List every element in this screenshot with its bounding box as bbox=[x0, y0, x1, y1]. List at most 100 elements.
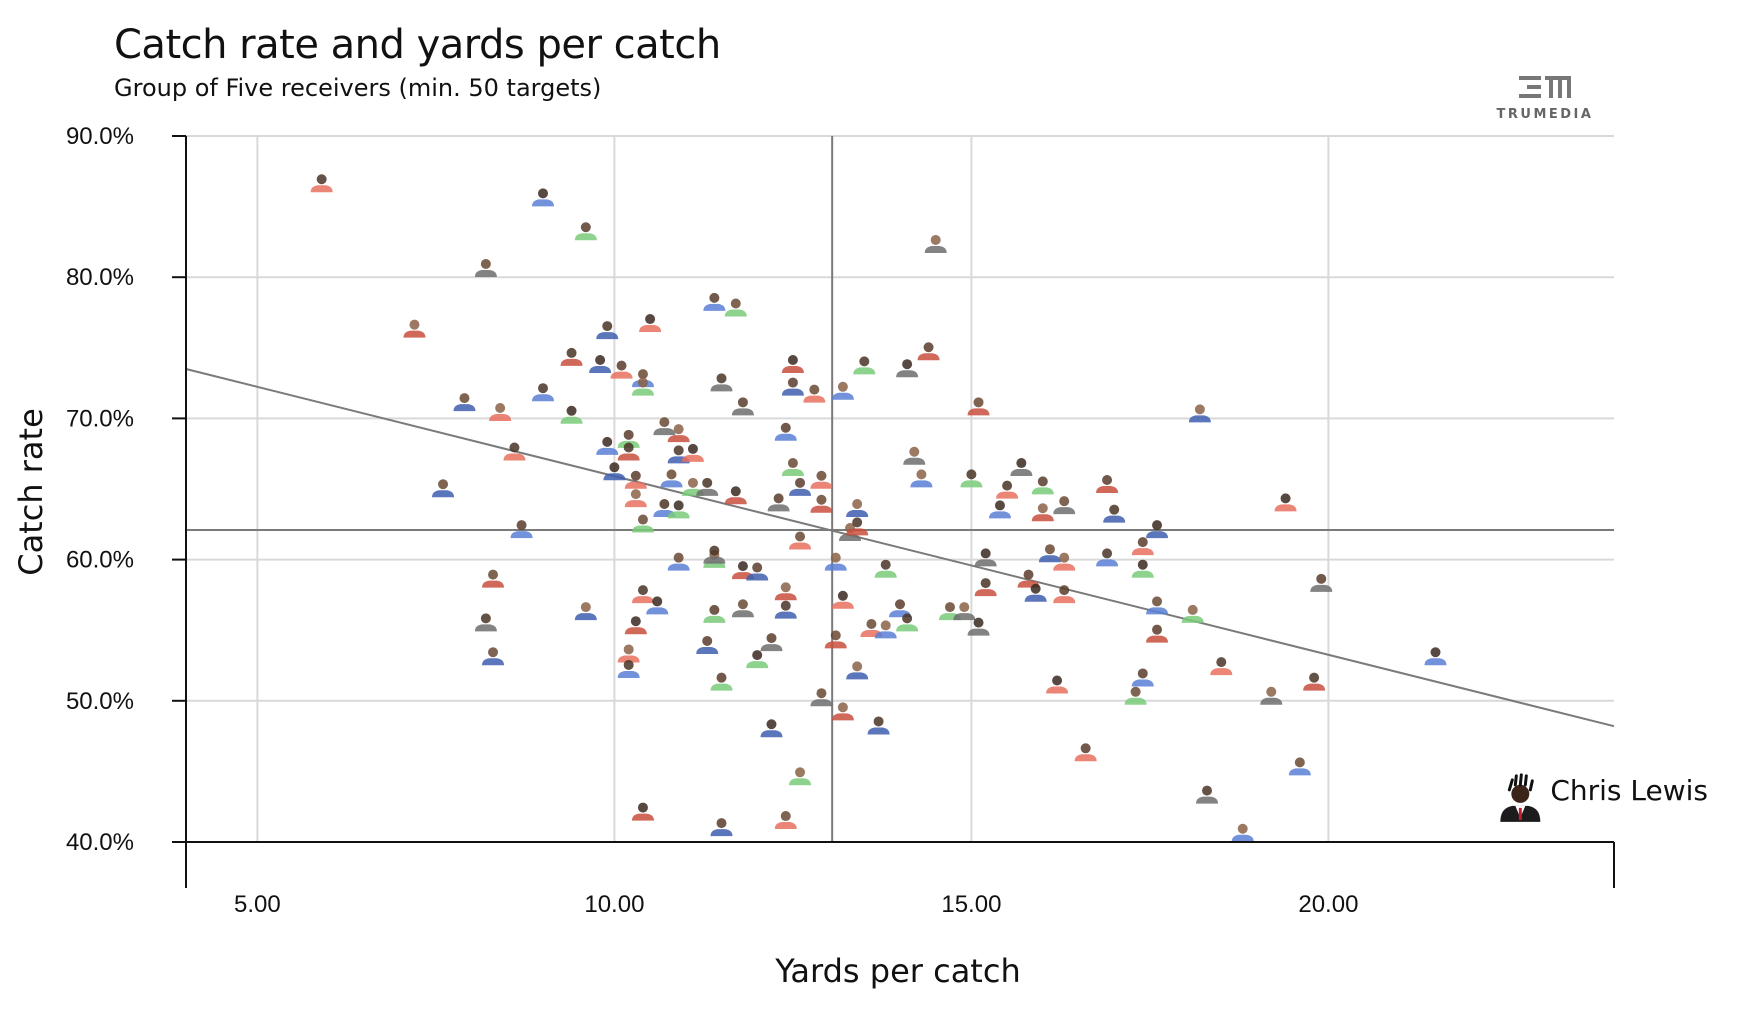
player-shirt bbox=[874, 570, 897, 578]
player-shirt bbox=[646, 607, 669, 615]
player-head bbox=[687, 443, 698, 454]
player-point bbox=[1031, 476, 1054, 495]
player-point bbox=[810, 470, 833, 489]
player-shirt bbox=[681, 454, 704, 462]
player-head bbox=[673, 552, 684, 563]
player-point bbox=[617, 659, 640, 678]
x-tick-label: 5.00 bbox=[234, 891, 281, 918]
player-shirt bbox=[703, 556, 726, 564]
player-shirt bbox=[574, 613, 597, 621]
player-shirt bbox=[746, 661, 769, 669]
player-head bbox=[852, 661, 863, 672]
player-shirt bbox=[710, 683, 733, 691]
player-point bbox=[746, 650, 769, 669]
player-head bbox=[866, 619, 877, 630]
player-point bbox=[910, 469, 933, 488]
player-shirt bbox=[1038, 555, 1061, 563]
trumedia-logo: TRUMEDIA bbox=[1490, 74, 1600, 122]
player-point bbox=[631, 514, 654, 533]
player-point bbox=[574, 222, 597, 241]
player-shirt bbox=[639, 325, 662, 333]
player-shirt bbox=[896, 370, 919, 378]
player-point bbox=[760, 633, 783, 652]
player-shirt bbox=[1010, 469, 1033, 477]
player-head bbox=[666, 469, 677, 480]
player-point bbox=[617, 442, 640, 461]
player-head bbox=[652, 596, 663, 607]
player-head bbox=[623, 429, 634, 440]
player-shirt bbox=[810, 505, 833, 513]
player-point bbox=[824, 552, 847, 571]
player-point bbox=[532, 383, 554, 402]
player-shirt bbox=[503, 453, 526, 461]
player-shirt bbox=[1288, 768, 1311, 776]
player-point bbox=[746, 562, 769, 581]
player-point bbox=[1131, 537, 1154, 556]
player-point bbox=[1046, 675, 1069, 694]
player-head bbox=[737, 397, 748, 408]
player-point bbox=[1188, 404, 1211, 423]
y-tick-label: 40.0% bbox=[66, 829, 134, 856]
player-head bbox=[716, 373, 727, 384]
player-head bbox=[795, 477, 806, 488]
player-shirt bbox=[1053, 596, 1076, 604]
player-head bbox=[895, 599, 905, 610]
player-head bbox=[830, 630, 841, 641]
player-head bbox=[973, 397, 984, 408]
y-tick-label: 80.0% bbox=[66, 264, 134, 291]
player-point bbox=[724, 486, 747, 505]
player-shirt bbox=[774, 822, 797, 830]
player-shirt bbox=[746, 573, 769, 581]
player-head bbox=[1216, 657, 1227, 668]
player-shirt bbox=[474, 624, 497, 632]
player-shirt bbox=[1074, 754, 1097, 762]
player-point bbox=[774, 422, 797, 441]
player-point bbox=[474, 258, 497, 277]
player-shirt bbox=[774, 593, 797, 601]
player-point bbox=[403, 319, 426, 338]
player-shirt bbox=[1131, 548, 1154, 556]
player-shirt bbox=[988, 511, 1011, 519]
player-shirt bbox=[589, 365, 612, 373]
player-head bbox=[837, 381, 848, 392]
player-point bbox=[831, 590, 854, 609]
player-point bbox=[1131, 559, 1154, 578]
player-head bbox=[980, 578, 991, 589]
y-axis-label: Catch rate bbox=[12, 408, 50, 576]
player-point bbox=[503, 442, 526, 461]
player-shirt bbox=[803, 395, 826, 403]
y-tick-label: 90.0% bbox=[66, 123, 134, 150]
player-point bbox=[789, 531, 812, 550]
player-head bbox=[716, 672, 727, 683]
player-shirt bbox=[1131, 679, 1154, 687]
player-point bbox=[967, 617, 990, 636]
player-shirt bbox=[896, 624, 919, 632]
player-shirt bbox=[974, 559, 997, 567]
player-point bbox=[853, 356, 876, 375]
player-head bbox=[709, 292, 720, 303]
player-head bbox=[773, 493, 784, 504]
player-point bbox=[667, 552, 690, 571]
player-head bbox=[787, 354, 798, 365]
player-head bbox=[816, 470, 827, 481]
player-point bbox=[1260, 686, 1283, 705]
player-shirt bbox=[596, 332, 619, 340]
player-shirt bbox=[917, 353, 940, 361]
player-point bbox=[960, 469, 983, 488]
highlight-hair bbox=[1507, 773, 1534, 792]
player-point bbox=[703, 545, 726, 564]
player-shirt bbox=[617, 453, 640, 461]
player-shirt bbox=[703, 615, 726, 623]
player-head bbox=[730, 486, 741, 497]
player-point bbox=[1210, 657, 1233, 676]
player-shirt bbox=[839, 534, 862, 542]
player-point bbox=[831, 702, 854, 721]
player-shirt bbox=[846, 528, 869, 536]
player-point bbox=[1303, 672, 1326, 691]
player-shirt bbox=[831, 713, 854, 721]
player-head bbox=[709, 604, 720, 615]
player-point bbox=[532, 188, 554, 207]
player-head bbox=[766, 633, 777, 644]
player-point bbox=[781, 354, 804, 373]
player-head bbox=[716, 818, 727, 829]
